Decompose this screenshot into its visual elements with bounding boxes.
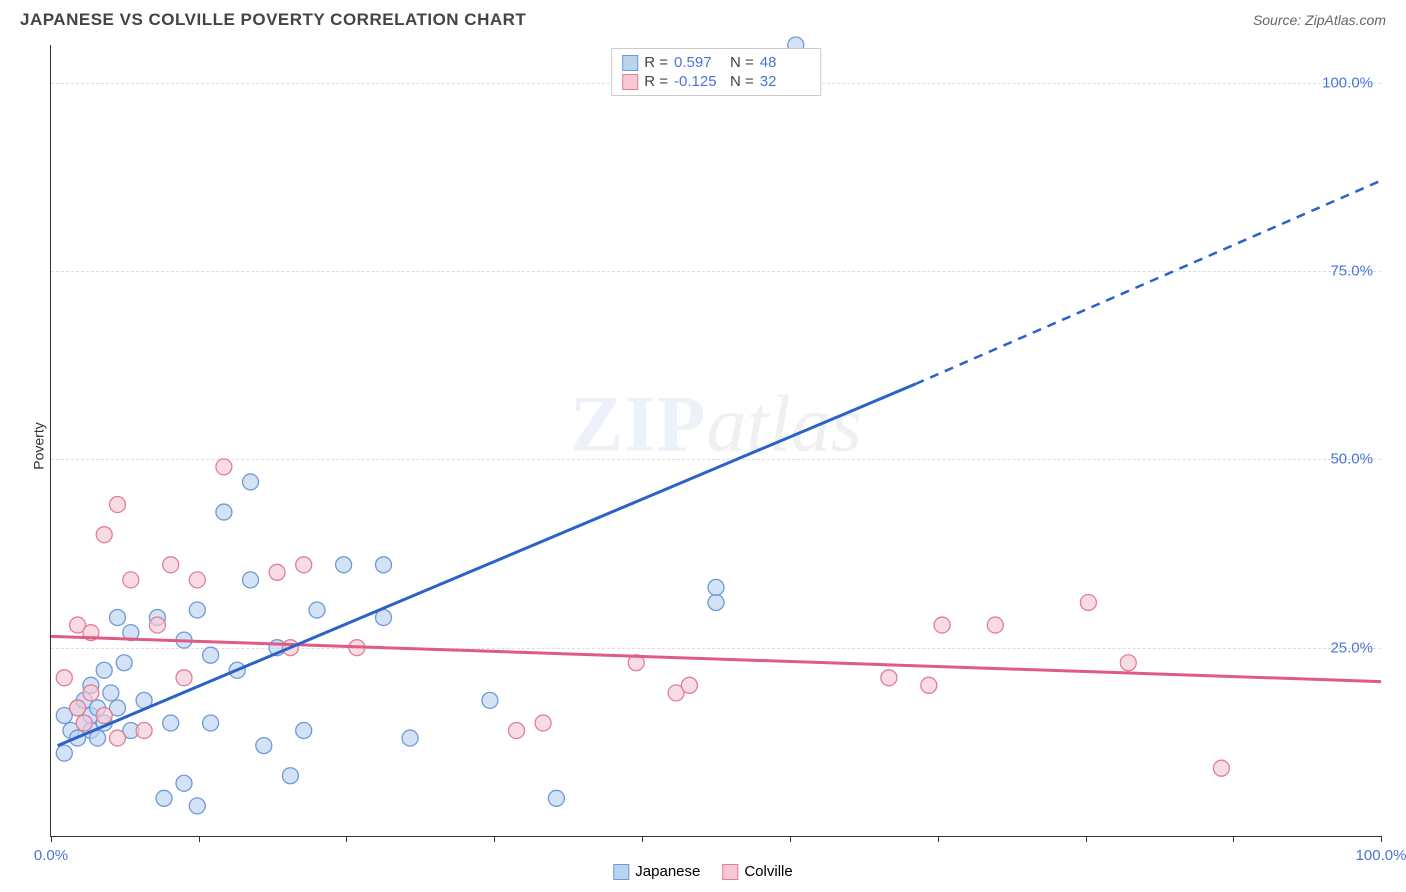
scatter-point <box>376 557 392 573</box>
scatter-point <box>1080 594 1096 610</box>
x-tick <box>1233 836 1234 842</box>
scatter-point <box>681 677 697 693</box>
x-tick <box>1086 836 1087 842</box>
x-tick <box>199 836 200 842</box>
scatter-point <box>256 738 272 754</box>
swatch-colville <box>622 74 638 90</box>
source-label: Source: ZipAtlas.com <box>1253 12 1386 28</box>
scatter-point <box>203 715 219 731</box>
scatter-point <box>1120 655 1136 671</box>
scatter-point <box>203 647 219 663</box>
legend-item-japanese: Japanese <box>613 863 700 880</box>
scatter-point <box>189 602 205 618</box>
y-axis-label: Poverty <box>31 422 47 469</box>
swatch-japanese-bottom <box>613 864 629 880</box>
scatter-point <box>336 557 352 573</box>
scatter-point <box>189 572 205 588</box>
scatter-point <box>116 655 132 671</box>
n-label: N = <box>730 73 754 90</box>
x-tick <box>1381 836 1382 842</box>
n-label: N = <box>730 54 754 71</box>
stats-legend-box: R = 0.597 N = 48 R = -0.125 N = 32 <box>611 48 821 96</box>
scatter-point <box>269 564 285 580</box>
scatter-point <box>921 677 937 693</box>
scatter-point <box>96 527 112 543</box>
plot-svg <box>51 45 1381 836</box>
scatter-point <box>110 610 126 626</box>
scatter-point <box>163 715 179 731</box>
scatter-point <box>243 474 259 490</box>
scatter-point <box>70 700 86 716</box>
r-label: R = <box>644 54 668 71</box>
x-tick <box>642 836 643 842</box>
scatter-point <box>296 557 312 573</box>
scatter-point <box>189 798 205 814</box>
scatter-point <box>149 617 165 633</box>
scatter-point <box>136 723 152 739</box>
chart-plot-area: ZIPatlas R = 0.597 N = 48 R = -0.125 N =… <box>50 45 1381 837</box>
chart-title: JAPANESE VS COLVILLE POVERTY CORRELATION… <box>20 10 526 30</box>
r-value-japanese: 0.597 <box>674 54 724 71</box>
scatter-point <box>708 579 724 595</box>
scatter-point <box>96 707 112 723</box>
scatter-point <box>56 670 72 686</box>
scatter-point <box>103 685 119 701</box>
scatter-point <box>934 617 950 633</box>
scatter-point <box>76 715 92 731</box>
n-value-colville: 32 <box>760 73 810 90</box>
scatter-point <box>881 670 897 686</box>
stats-row-japanese: R = 0.597 N = 48 <box>622 53 810 72</box>
scatter-point <box>296 723 312 739</box>
x-tick <box>494 836 495 842</box>
scatter-point <box>110 497 126 513</box>
scatter-point <box>987 617 1003 633</box>
x-tick <box>346 836 347 842</box>
scatter-point <box>216 504 232 520</box>
scatter-point <box>163 557 179 573</box>
scatter-point <box>708 594 724 610</box>
x-tick-label: 100.0% <box>1356 847 1406 864</box>
scatter-point <box>535 715 551 731</box>
r-label: R = <box>644 73 668 90</box>
scatter-point <box>1213 760 1229 776</box>
scatter-point <box>176 670 192 686</box>
scatter-point <box>56 745 72 761</box>
legend-label-colville: Colville <box>744 863 792 880</box>
x-tick <box>51 836 52 842</box>
bottom-legend: Japanese Colville <box>613 863 792 880</box>
scatter-point <box>176 775 192 791</box>
trend-line-colville <box>51 636 1381 681</box>
scatter-point <box>216 459 232 475</box>
scatter-point <box>83 685 99 701</box>
trend-line-japanese-dashed <box>916 181 1382 384</box>
trend-line-japanese-solid <box>58 384 916 746</box>
stats-row-colville: R = -0.125 N = 32 <box>622 72 810 91</box>
n-value-japanese: 48 <box>760 54 810 71</box>
scatter-point <box>110 730 126 746</box>
scatter-point <box>548 790 564 806</box>
swatch-japanese <box>622 55 638 71</box>
scatter-point <box>282 768 298 784</box>
r-value-colville: -0.125 <box>674 73 724 90</box>
scatter-point <box>482 692 498 708</box>
swatch-colville-bottom <box>722 864 738 880</box>
x-tick <box>790 836 791 842</box>
scatter-point <box>96 662 112 678</box>
scatter-point <box>402 730 418 746</box>
scatter-point <box>509 723 525 739</box>
x-tick-label: 0.0% <box>34 847 68 864</box>
scatter-point <box>309 602 325 618</box>
scatter-point <box>156 790 172 806</box>
legend-item-colville: Colville <box>722 863 792 880</box>
legend-label-japanese: Japanese <box>635 863 700 880</box>
scatter-point <box>243 572 259 588</box>
scatter-point <box>123 572 139 588</box>
x-tick <box>938 836 939 842</box>
